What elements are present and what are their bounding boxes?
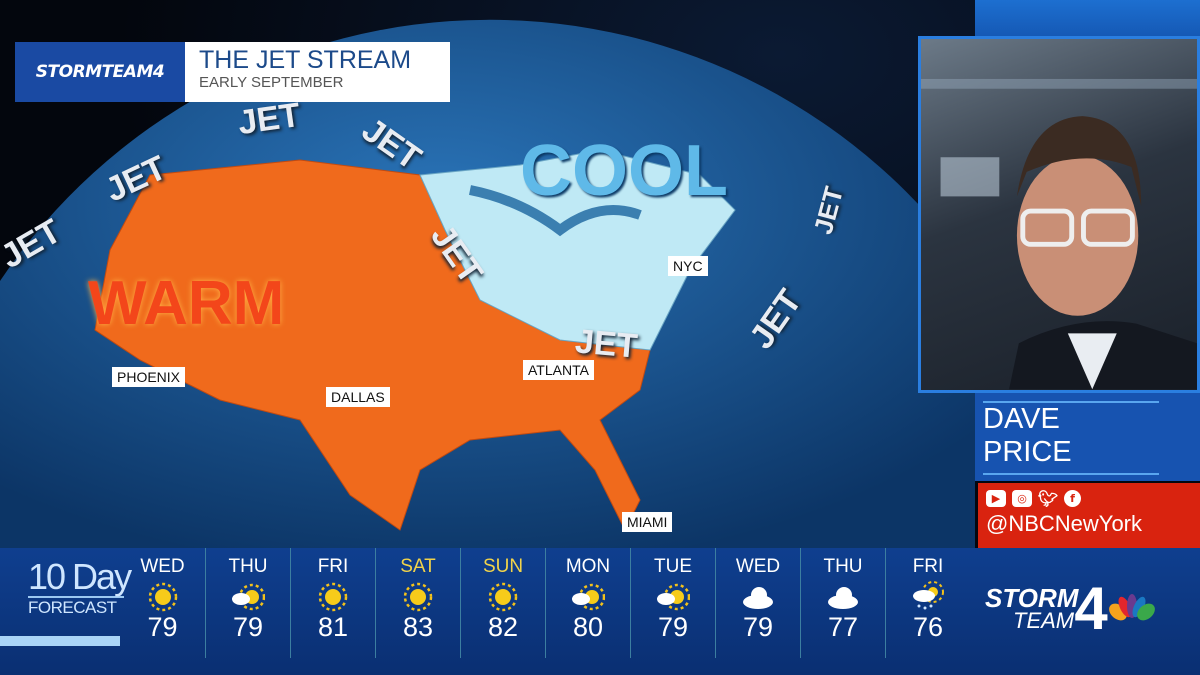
nbc-peacock-icon — [1108, 594, 1155, 621]
city-label-atlanta: ATLANTA — [523, 360, 594, 380]
instagram-icon: ◎ — [1012, 490, 1032, 507]
city-label-phoenix: PHOENIX — [112, 367, 186, 387]
social-icons: ▶ ◎ 🐦︎ f — [986, 490, 1192, 507]
presenter-first-name: DAVE — [983, 403, 1060, 435]
forecast-temp: 79 — [657, 612, 689, 642]
sunny-icon — [376, 580, 460, 614]
facebook-icon: f — [1064, 490, 1081, 507]
stormteam4-logo: STORMTEAM4 — [15, 42, 185, 102]
forecast-day-name: FRI — [912, 556, 944, 577]
social-handle: @NBCNewYork — [986, 511, 1143, 536]
forecast-day: TUE 79 — [630, 548, 715, 658]
ten-day-label-top: 10 Day — [28, 556, 132, 598]
title-banner: STORMTEAM4 THE JET STREAM EARLY SEPTEMBE… — [15, 42, 450, 102]
youtube-icon: ▶ — [986, 490, 1006, 507]
page-subtitle: EARLY SEPTEMBER — [199, 74, 344, 91]
forecast-day: SAT 83 — [375, 548, 460, 658]
forecast-day-name: THU — [823, 556, 863, 577]
forecast-day-name: WED — [735, 556, 781, 577]
city-label-miami: MIAMI — [622, 512, 673, 532]
forecast-day-name: FRI — [317, 556, 349, 577]
sunny-icon — [120, 580, 205, 614]
forecast-temp: 79 — [232, 612, 264, 642]
brand-number: 4 — [1074, 575, 1108, 642]
twitter-icon: 🐦︎ — [1038, 489, 1059, 508]
partly-cloudy-icon — [546, 580, 630, 614]
ten-day-forecast-bar: 10 Day FORECAST WED 79 THU 79 FRI 81 SAT 83… — [0, 548, 1200, 675]
top-right-strip — [975, 0, 1200, 36]
forecast-day: THU 79 — [205, 548, 290, 658]
brand-line2: TEAM — [1013, 608, 1075, 633]
forecast-day-name: TUE — [654, 556, 692, 577]
forecast-temp: 76 — [912, 612, 944, 642]
sunny-icon — [461, 580, 545, 614]
page-title: THE JET STREAM — [199, 46, 412, 74]
forecast-day: SUN 82 — [460, 548, 545, 658]
cloudy-icon — [801, 580, 885, 614]
forecast-day: WED 79 — [120, 548, 205, 658]
forecast-temp: 82 — [487, 612, 519, 642]
forecast-day-name: SUN — [482, 556, 524, 577]
ten-day-underline — [0, 636, 120, 646]
presenter-last-name: PRICE — [983, 436, 1072, 468]
forecast-day-name: WED — [140, 556, 185, 577]
forecast-temp: 83 — [402, 612, 434, 642]
forecast-temp: 80 — [572, 612, 604, 642]
forecast-temp: 77 — [827, 612, 859, 642]
city-label-nyc: NYC — [668, 256, 708, 276]
forecast-temp: 79 — [147, 612, 178, 642]
cloudy-icon — [716, 580, 800, 614]
forecast-temp: 79 — [742, 612, 774, 642]
brand-line1: STORM — [985, 583, 1079, 613]
partly-cloudy-icon — [206, 580, 290, 614]
forecast-day: MON 80 — [545, 548, 630, 658]
city-label-dallas: DALLAS — [326, 387, 390, 407]
forecast-day-name: MON — [565, 556, 611, 577]
ten-day-label-bottom: FORECAST — [28, 598, 117, 617]
divider — [983, 401, 1159, 403]
forecast-day-name: THU — [228, 556, 268, 577]
sunny-icon — [291, 580, 375, 614]
title-text: THE JET STREAM EARLY SEPTEMBER — [185, 42, 450, 102]
partly-cloudy-icon — [631, 580, 715, 614]
forecast-day: FRI 81 — [290, 548, 375, 658]
forecast-day: WED 79 — [715, 548, 800, 658]
jet-stream-map: WARM COOL JET JET JET JET JET JET JET JE… — [0, 0, 975, 548]
forecast-day: THU 77 — [800, 548, 885, 658]
divider — [983, 473, 1159, 475]
storm-team-4-logo: STORM TEAM 4 — [985, 578, 1156, 640]
forecast-temp: 81 — [317, 612, 349, 642]
presenter-name-box: DAVE PRICE — [975, 393, 1200, 481]
forecast-day-name: SAT — [400, 556, 436, 577]
warm-label: WARM — [88, 269, 285, 338]
presenter-image — [921, 78, 1197, 390]
presenter-video — [918, 36, 1200, 393]
showers-icon — [886, 580, 970, 614]
social-box: ▶ ◎ 🐦︎ f @NBCNewYork — [978, 483, 1200, 549]
great-lakes — [469, 185, 642, 237]
forecast-day: FRI 76 — [885, 548, 970, 658]
globe — [0, 19, 975, 548]
cool-label: COOL — [520, 131, 728, 211]
ten-day-label: 10 Day FORECAST — [28, 556, 132, 618]
